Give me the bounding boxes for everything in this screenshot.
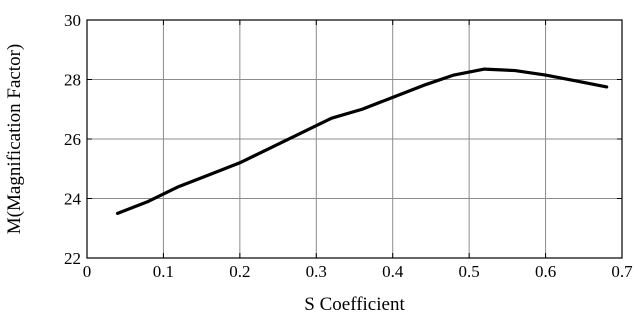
x-tick-label: 0.2 <box>229 262 250 281</box>
grid <box>87 20 622 258</box>
x-tick-label: 0.3 <box>306 262 327 281</box>
y-tick-label: 28 <box>64 71 81 90</box>
x-tick-label: 0.1 <box>153 262 174 281</box>
x-tick-label: 0.6 <box>535 262 556 281</box>
y-tick-label: 22 <box>64 249 81 268</box>
y-tick-label: 30 <box>64 11 81 30</box>
series-line <box>115 67 609 215</box>
x-tick-label: 0.4 <box>382 262 404 281</box>
y-tick-label: 24 <box>64 190 82 209</box>
y-tick-label: 26 <box>64 130 81 149</box>
y-tick-labels: 22 24 26 28 30 <box>64 11 82 268</box>
x-tick-label: 0.7 <box>611 262 633 281</box>
x-tick-labels: 0 0.1 0.2 0.3 0.4 0.5 0.6 0.7 <box>83 262 633 281</box>
x-tick-label: 0.5 <box>459 262 480 281</box>
series-layer <box>115 67 609 215</box>
y-axis-title: M(Magnification Factor) <box>4 44 25 234</box>
x-tick-label: 0 <box>83 262 92 281</box>
x-axis-title: S Coefficient <box>304 294 405 315</box>
plot-frame <box>86 19 623 259</box>
